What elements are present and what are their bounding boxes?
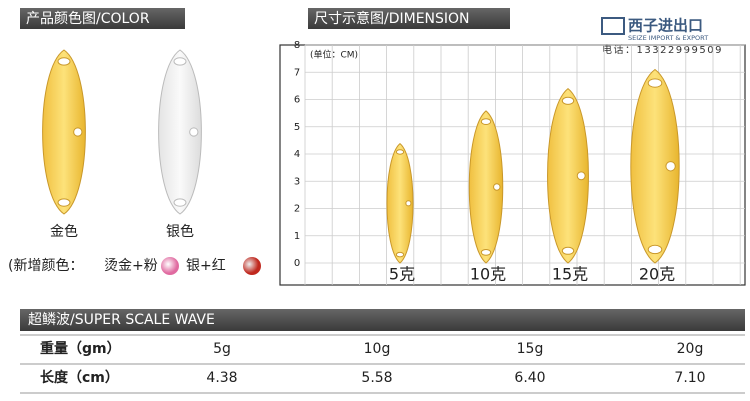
spoon-hole <box>480 248 492 256</box>
cell: 7.10 <box>674 370 705 386</box>
spoon-body <box>42 49 86 215</box>
spoon-hole <box>395 149 405 155</box>
y-tick-label: 6 <box>294 95 300 106</box>
row-label: 长度（cm） <box>40 369 119 386</box>
table-title: 超鳞波/SUPER SCALE WAVE <box>28 312 215 328</box>
spoon-body <box>386 142 414 264</box>
spoon <box>468 110 504 264</box>
dimension-title: 尺寸示意图/DIMENSION <box>314 10 470 27</box>
spoon-hole <box>405 200 412 207</box>
cell: 6.40 <box>514 370 545 386</box>
spoon-hole <box>561 246 575 255</box>
size-label: 15克 <box>552 265 588 284</box>
color-label: 金色 <box>50 223 78 240</box>
spoon-hole <box>189 127 199 137</box>
note-prefix: (新增颜色： <box>8 257 83 274</box>
unit-label: (单位：CM) <box>310 49 358 61</box>
logo: 西子进出口 SEIZE IMPORT & EXPORT 电话：133229995… <box>601 17 723 56</box>
logo-icon <box>601 17 625 35</box>
logo-phone: 电话：13322999509 <box>602 43 723 56</box>
y-tick-label: 3 <box>294 176 300 187</box>
spoon-body <box>158 49 202 215</box>
spoon-hole <box>480 118 492 125</box>
spoon-hole <box>647 78 663 88</box>
spoon-hole <box>173 198 187 207</box>
color-title: 产品颜色图/COLOR <box>26 10 150 27</box>
cell: 5g <box>213 341 231 357</box>
spoon-body <box>630 68 680 264</box>
y-tick-label: 2 <box>294 204 300 215</box>
spoon-hole <box>665 161 676 172</box>
spoon-hole <box>576 171 586 181</box>
dimension-banner <box>308 8 510 29</box>
spoon-hole <box>73 127 83 137</box>
spoon-hole <box>647 244 663 255</box>
spoon-hole <box>57 198 71 207</box>
spoon <box>158 49 202 215</box>
cell: 20g <box>677 341 704 357</box>
cell: 4.38 <box>206 370 237 386</box>
spoon-body <box>547 87 589 264</box>
size-label: 5克 <box>389 265 415 284</box>
table-banner <box>20 309 745 331</box>
y-tick-label: 5 <box>294 122 300 133</box>
size-label: 20克 <box>639 265 675 284</box>
red-swatch <box>243 257 261 275</box>
spoon-hole <box>493 183 501 191</box>
cell: 5.58 <box>361 370 392 386</box>
row-label: 重量（gm） <box>40 340 121 357</box>
new-color: 银+红 <box>186 258 226 274</box>
spoon-hole <box>57 57 71 66</box>
spoon-hole <box>561 96 575 105</box>
logo-name: 西子进出口 <box>628 17 703 35</box>
y-tick-label: 7 <box>294 67 300 78</box>
new-color: 烫金+粉 <box>104 258 158 274</box>
spoon <box>630 68 680 264</box>
y-tick-label: 1 <box>294 231 300 242</box>
logo-english: SEIZE IMPORT & EXPORT <box>628 34 708 42</box>
y-tick-label: 8 <box>294 40 300 51</box>
spoon-hole <box>395 251 405 258</box>
size-label: 10克 <box>470 265 506 284</box>
cell: 15g <box>517 341 544 357</box>
pink-swatch <box>161 257 179 275</box>
color-banner <box>20 8 185 29</box>
spoon <box>386 142 414 264</box>
color-label: 银色 <box>166 223 194 240</box>
y-tick-label: 4 <box>294 149 300 160</box>
spoon-body <box>468 110 504 264</box>
spoon <box>547 87 589 264</box>
spoon-hole <box>173 57 187 66</box>
cell: 10g <box>364 341 391 357</box>
y-tick-label: 0 <box>294 258 300 269</box>
spoon <box>42 49 86 215</box>
